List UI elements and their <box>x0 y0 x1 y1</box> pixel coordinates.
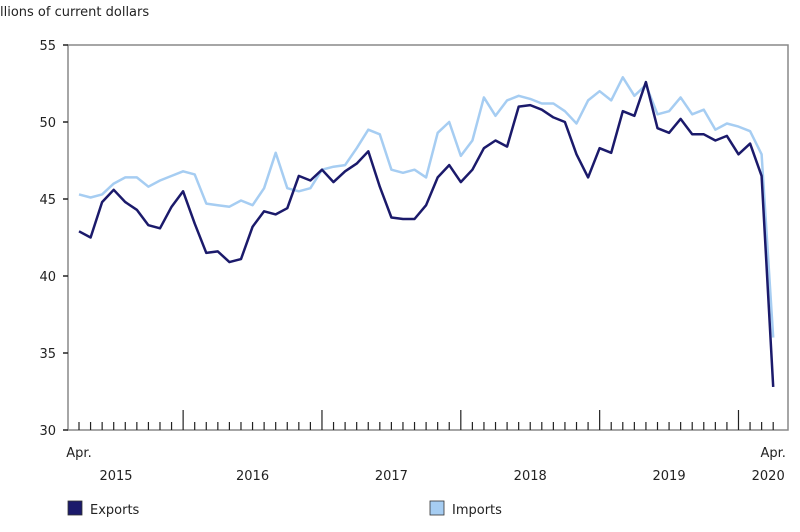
y-tick-label: 30 <box>39 424 56 439</box>
series-line-imports <box>78 76 775 338</box>
legend-label-imports: Imports <box>452 503 502 518</box>
plot-frame <box>67 44 789 431</box>
x-tick-year-label: 2017 <box>375 469 408 484</box>
x-tick-month-label: Apr. <box>66 446 91 461</box>
legend-swatch-exports <box>67 500 83 516</box>
x-tick-year-label: 2018 <box>514 469 547 484</box>
y-tick-label: 55 <box>39 39 56 54</box>
x-tick-year-label: 2019 <box>653 469 686 484</box>
x-tick-year-label: 2020 <box>752 469 785 484</box>
x-tick-year-label: 2016 <box>236 469 269 484</box>
legend-swatch-imports <box>429 500 445 516</box>
y-tick-label: 35 <box>39 347 56 362</box>
legend-label-exports: Exports <box>90 503 140 518</box>
y-tick-label: 40 <box>39 270 56 285</box>
series-line-exports <box>78 80 775 387</box>
y-tick-label: 45 <box>39 193 56 208</box>
y-tick-label: 50 <box>39 116 56 131</box>
x-tick-year-label: 2015 <box>99 469 132 484</box>
x-tick-month-label: Apr. <box>760 446 785 461</box>
y-axis-title: llions of current dollars <box>0 5 149 20</box>
